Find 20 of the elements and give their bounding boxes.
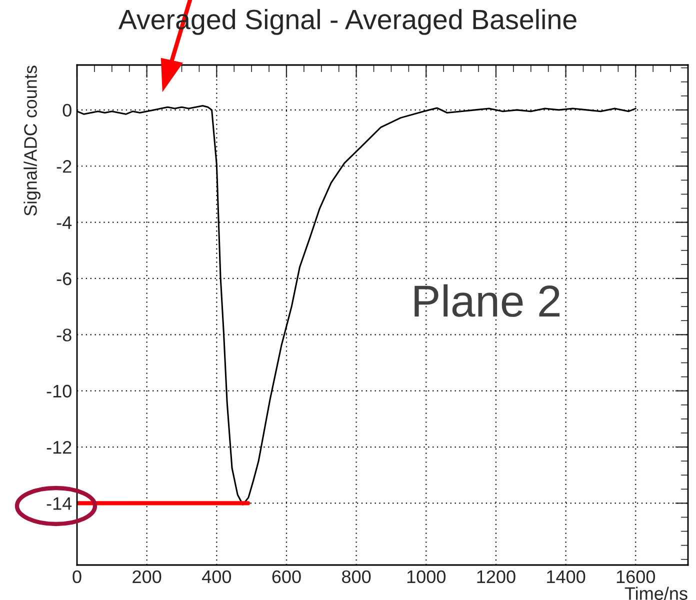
y-tick-label: -2 [56,160,72,173]
x-axis-title: Time/ns [624,586,688,600]
y-tick-label: -10 [46,384,72,398]
y-tick-label: -6 [56,272,72,286]
x-tick-label: 0 [72,570,82,584]
x-tick-label: 200 [132,570,162,584]
annotation: Plane 2 [414,284,560,317]
x-tick-label: 1200 [477,570,516,584]
x-tick-label: 1600 [616,570,656,584]
y-tick-label: -14 [46,497,72,510]
y-tick-label: -12 [46,440,72,454]
x-tick-label: 600 [272,570,301,584]
x-tick-label: 800 [342,570,371,584]
y-tick-label: -8 [56,328,72,342]
y-tick-label: 0 [62,104,72,117]
x-tick-label: 1400 [547,570,586,584]
x-tick-label: 1000 [407,570,446,584]
y-axis-title: Signal/ADC counts [24,66,40,216]
x-tick-label: 400 [202,570,232,584]
y-tick-label: -4 [56,216,72,229]
